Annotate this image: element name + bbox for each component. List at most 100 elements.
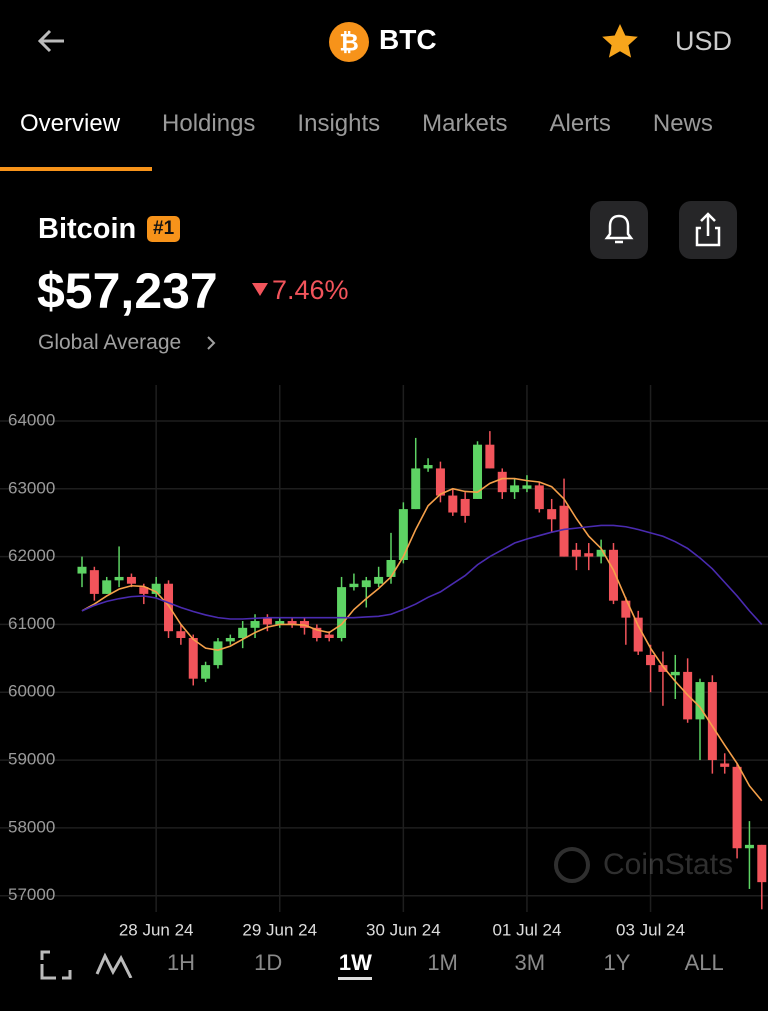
tab[interactable]: Overview [20, 110, 121, 137]
favorite-star[interactable] [600, 22, 640, 60]
candle-body [744, 844, 754, 849]
candle-body [151, 583, 161, 594]
back-button[interactable] [36, 28, 68, 54]
candle-body [633, 617, 643, 652]
candle-body [621, 600, 631, 618]
candle-body [707, 682, 717, 761]
candle-body [448, 495, 458, 513]
chevron [207, 336, 216, 350]
candle-body [411, 468, 421, 510]
candle-body [89, 570, 99, 594]
candle-body [386, 559, 396, 577]
header-title: BTC [379, 24, 437, 55]
coin-name: Bitcoin [38, 213, 137, 245]
candle-body [324, 634, 334, 638]
share-button[interactable] [679, 201, 737, 259]
x-tick-label: 30 Jun 24 [366, 920, 441, 939]
candle-body [337, 587, 347, 638]
x-tick-label: 03 Jul 24 [616, 920, 685, 939]
candle-body [398, 509, 408, 560]
candle-body [102, 580, 112, 594]
candle-body [547, 509, 557, 520]
coin-icon: ₿ [329, 22, 369, 62]
candle-body [497, 471, 507, 493]
candle-body [213, 641, 223, 666]
currency[interactable]: USD [675, 26, 733, 56]
candle-body [534, 485, 544, 510]
candle-body [485, 444, 495, 469]
candle-body [720, 763, 730, 767]
moving-average-line [81, 477, 763, 802]
candle-body [584, 553, 594, 557]
y-tick-label: 61000 [8, 614, 55, 633]
x-tick-label: 01 Jul 24 [492, 920, 561, 939]
candle-body [695, 682, 705, 720]
candle-body [435, 468, 445, 496]
tab[interactable]: Holdings [162, 110, 256, 137]
candle-body [522, 485, 532, 489]
down-arrow [252, 283, 268, 296]
candle-body [250, 621, 260, 628]
y-tick-label: 59000 [8, 750, 55, 769]
watermark-logo [554, 847, 590, 883]
svg-text:₿: ₿ [339, 29, 359, 56]
candle-body [126, 576, 136, 584]
candle-body [188, 637, 198, 679]
timeframe-button[interactable]: 1W [338, 950, 372, 975]
alert-button[interactable] [590, 201, 648, 259]
watermark: CoinStats [554, 847, 733, 883]
candle-body [176, 631, 186, 638]
candle-body [139, 587, 149, 594]
candle-body [510, 485, 520, 493]
timeframe-button[interactable]: 1H [166, 950, 196, 975]
candle-body [164, 583, 174, 632]
timeframe-indicator [338, 977, 373, 980]
tab-bar: Overview Holdings Insights Markets Alerts New… [20, 110, 713, 138]
candle-body [608, 549, 618, 601]
price-change: 7.46% [272, 275, 349, 305]
tab[interactable]: Markets [422, 110, 508, 137]
candle-body [559, 505, 569, 557]
candle-body [423, 465, 433, 469]
y-tick-label: 64000 [8, 410, 55, 429]
candle-body [262, 617, 272, 625]
tab-indicator [0, 167, 152, 171]
y-tick-label: 57000 [8, 885, 55, 904]
watermark-text: CoinStats [603, 848, 733, 881]
candle-body [732, 766, 742, 849]
x-tick-label: 29 Jun 24 [242, 920, 317, 939]
y-tick-label: 62000 [8, 546, 55, 565]
timeframe-button[interactable]: 1D [254, 950, 283, 975]
candle-body [312, 627, 322, 638]
timeframe-button[interactable]: ALL [684, 950, 724, 975]
price-source[interactable]: Global Average [38, 331, 182, 354]
tab[interactable]: Insights [297, 110, 381, 137]
rank-badge: #1 [147, 216, 181, 242]
timeframe-button[interactable]: 3M [514, 950, 546, 975]
candle-body [646, 654, 656, 666]
tab[interactable]: News [652, 110, 713, 137]
x-tick-label: 28 Jun 24 [119, 920, 194, 939]
candle-body [114, 576, 124, 581]
timeframe-button[interactable]: 1M [427, 950, 458, 975]
candle-body [275, 621, 285, 625]
candle-body [77, 566, 87, 574]
candle-body [225, 637, 235, 642]
y-tick-label: 60000 [8, 682, 55, 701]
tab[interactable]: Alerts [549, 110, 611, 137]
candle-body [757, 844, 767, 883]
candle-body [201, 665, 211, 679]
y-tick-label: 63000 [8, 478, 55, 497]
candle-body [349, 583, 359, 588]
candle-body [473, 444, 483, 499]
timeframe-button[interactable]: 1Y [603, 950, 631, 975]
candle-body [596, 549, 606, 557]
fullscreen-button[interactable] [40, 950, 72, 980]
candle-body [670, 671, 680, 676]
candle-body [361, 580, 371, 588]
candle-body [238, 627, 248, 638]
chart-type-button[interactable] [95, 950, 135, 978]
price: $57,237 [37, 263, 218, 319]
